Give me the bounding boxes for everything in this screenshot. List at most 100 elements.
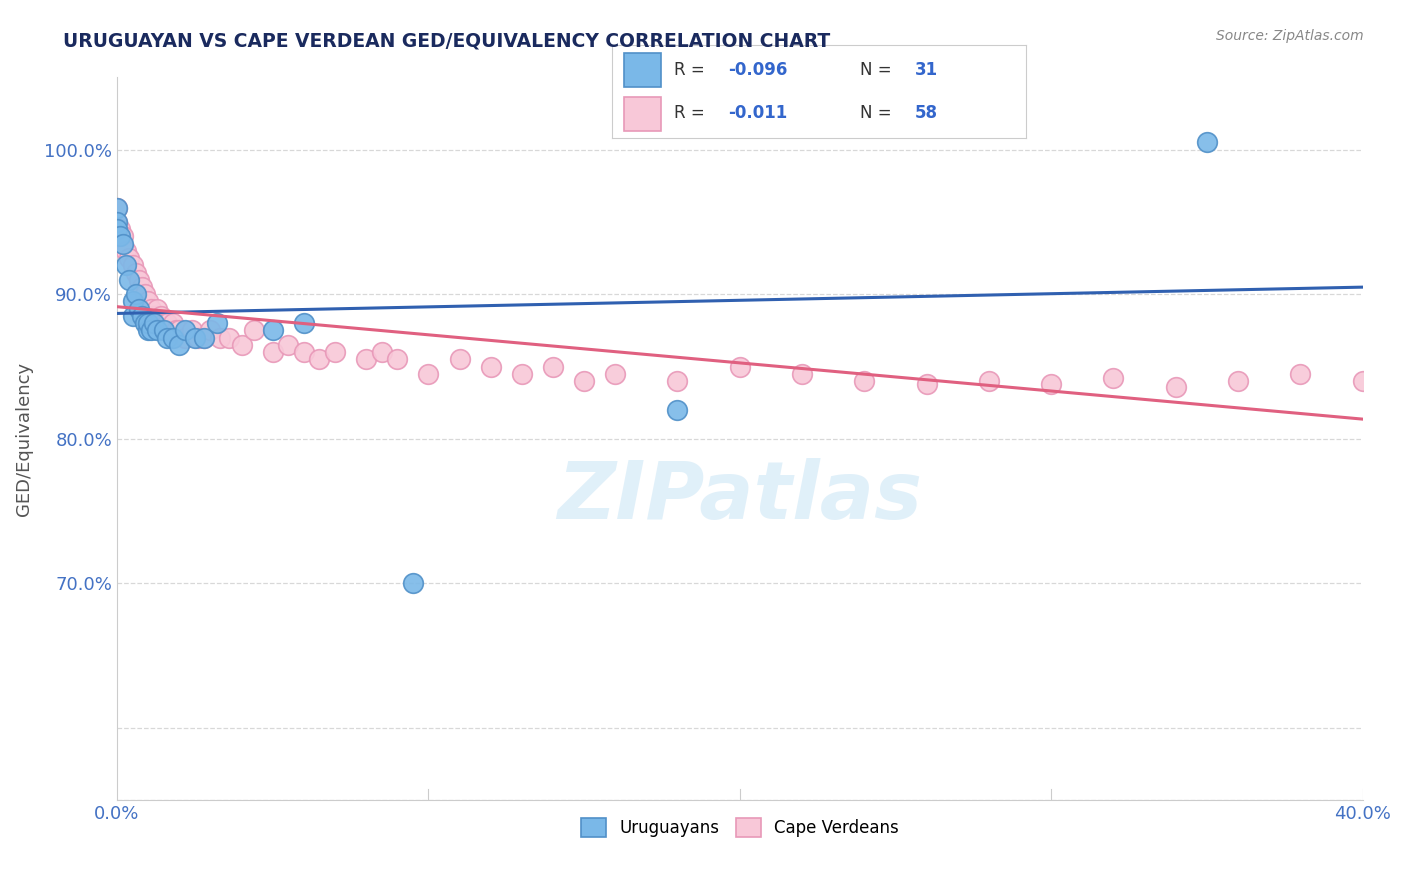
Point	[666, 374, 689, 388]
Point	[354, 352, 377, 367]
FancyBboxPatch shape	[624, 97, 661, 131]
Point	[134, 287, 156, 301]
Point	[853, 374, 876, 388]
Point	[184, 331, 207, 345]
Point	[156, 316, 179, 330]
Point	[162, 331, 184, 345]
Point	[977, 374, 1000, 388]
Point	[121, 309, 143, 323]
Point	[200, 323, 222, 337]
Point	[193, 331, 215, 345]
Text: R =: R =	[673, 61, 710, 78]
Point	[105, 222, 128, 236]
FancyBboxPatch shape	[624, 53, 661, 87]
Point	[370, 345, 392, 359]
Point	[118, 273, 141, 287]
Point	[205, 316, 228, 330]
Point	[112, 236, 135, 251]
Point	[218, 331, 240, 345]
Point	[146, 323, 169, 337]
Point	[105, 215, 128, 229]
Point	[128, 273, 150, 287]
Point	[152, 323, 174, 337]
Point	[118, 251, 141, 265]
Point	[387, 352, 409, 367]
Point	[1040, 376, 1063, 391]
Point	[292, 316, 315, 330]
Text: R =: R =	[673, 104, 710, 122]
Text: 58: 58	[914, 104, 938, 122]
Point	[108, 222, 131, 236]
Point	[1227, 374, 1250, 388]
Point	[174, 331, 197, 345]
Point	[1195, 136, 1218, 150]
Point	[167, 338, 190, 352]
Point	[915, 376, 938, 391]
Point	[162, 316, 184, 330]
Point	[115, 244, 138, 258]
Point	[231, 338, 253, 352]
Point	[187, 331, 209, 345]
Point	[790, 367, 813, 381]
Text: N =: N =	[860, 104, 897, 122]
Point	[292, 345, 315, 359]
Point	[115, 258, 138, 272]
Point	[418, 367, 440, 381]
Point	[243, 323, 266, 337]
Point	[1164, 380, 1187, 394]
Point	[112, 229, 135, 244]
Point	[510, 367, 533, 381]
Point	[108, 229, 131, 244]
Point	[121, 294, 143, 309]
Point	[146, 301, 169, 316]
Point	[124, 266, 146, 280]
Point	[149, 309, 172, 323]
Point	[262, 345, 284, 359]
Point	[1102, 371, 1125, 385]
Point	[124, 287, 146, 301]
Point	[105, 215, 128, 229]
Point	[141, 301, 163, 316]
Point	[208, 331, 231, 345]
Text: -0.011: -0.011	[728, 104, 787, 122]
Point	[131, 309, 153, 323]
Point	[541, 359, 564, 374]
Text: Source: ZipAtlas.com: Source: ZipAtlas.com	[1216, 29, 1364, 43]
Text: -0.096: -0.096	[728, 61, 787, 78]
Point	[666, 403, 689, 417]
Text: ZIPatlas: ZIPatlas	[557, 458, 922, 535]
Point	[1289, 367, 1312, 381]
Point	[479, 359, 502, 374]
Point	[136, 294, 159, 309]
Point	[605, 367, 627, 381]
Point	[143, 309, 166, 323]
Legend: Uruguayans, Cape Verdeans: Uruguayans, Cape Verdeans	[574, 812, 905, 844]
Point	[323, 345, 346, 359]
Point	[180, 323, 202, 337]
Text: N =: N =	[860, 61, 897, 78]
Point	[105, 201, 128, 215]
Point	[308, 352, 330, 367]
Point	[159, 323, 181, 337]
Point	[277, 338, 299, 352]
Point	[141, 323, 163, 337]
Point	[1351, 374, 1374, 388]
Point	[136, 323, 159, 337]
Point	[449, 352, 471, 367]
Point	[156, 331, 179, 345]
Point	[136, 316, 159, 330]
Point	[152, 316, 174, 330]
Text: 31: 31	[914, 61, 938, 78]
Point	[402, 576, 425, 591]
Point	[262, 323, 284, 337]
Point	[128, 301, 150, 316]
Point	[143, 316, 166, 330]
Point	[105, 201, 128, 215]
Point	[728, 359, 751, 374]
Point	[134, 316, 156, 330]
Text: URUGUAYAN VS CAPE VERDEAN GED/EQUIVALENCY CORRELATION CHART: URUGUAYAN VS CAPE VERDEAN GED/EQUIVALENC…	[63, 31, 831, 50]
Point	[165, 323, 187, 337]
Point	[167, 323, 190, 337]
Y-axis label: GED/Equivalency: GED/Equivalency	[15, 362, 32, 516]
Point	[121, 258, 143, 272]
